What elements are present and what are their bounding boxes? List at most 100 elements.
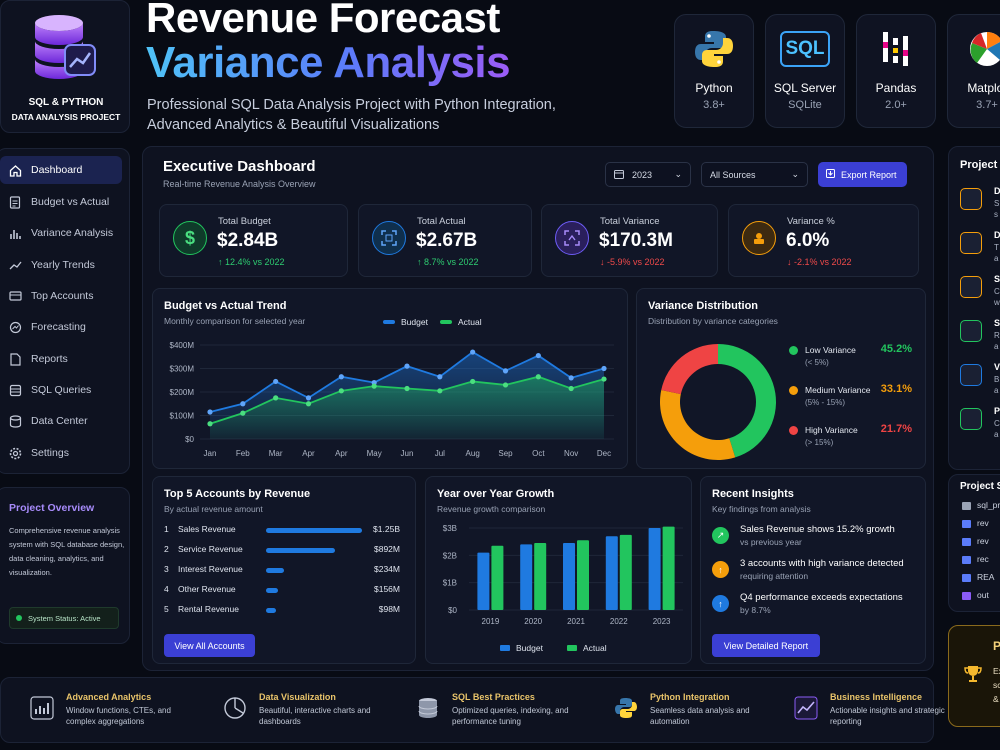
file-item-desc: C [994, 419, 1000, 428]
view-all-accounts-button[interactable]: View All Accounts [164, 634, 255, 657]
tree-item[interactable]: REA [962, 572, 994, 582]
tech-card-python[interactable]: Python 3.8+ [674, 14, 754, 128]
data-point-actual [338, 388, 344, 394]
top-accounts-card [152, 476, 416, 664]
bar-chart-icon [8, 226, 22, 240]
system-status-text: System Status: Active [28, 613, 101, 623]
report-icon [8, 352, 22, 366]
tech-card-pandas[interactable]: Pandas 2.0+ [856, 14, 936, 128]
sidebar-item-forecasting[interactable]: Forecasting [0, 313, 122, 341]
table-row[interactable]: 3 Interest Revenue $234M [164, 564, 404, 578]
structure-title: Project S [960, 481, 1000, 492]
variance-category-value: 21.7% [880, 423, 912, 435]
sidebar-item-variance-analysis[interactable]: Variance Analysis [0, 219, 122, 247]
tech-version: 3.7+ [976, 99, 998, 111]
sidebar-item-sql-queries[interactable]: SQL Queries [0, 376, 122, 404]
tree-item[interactable]: rev [962, 518, 989, 528]
insight-text: Q4 performance exceeds expectations [740, 592, 903, 603]
tree-item[interactable]: sql_pr [962, 500, 1000, 510]
account-rank: 1 [164, 524, 169, 534]
python-icon [675, 15, 753, 73]
sidebar-item-label: Forecasting [31, 321, 86, 333]
file-item-title: S [994, 318, 1000, 328]
data-point-actual [371, 383, 377, 389]
year-select[interactable]: 2023 ⌄ [605, 162, 691, 187]
tech-card-sql-server[interactable]: SQL SQL Server SQLite [765, 14, 845, 128]
feature-item: Python Integration Seamless data analysis… [612, 692, 787, 732]
insight-subtext: by 8.7% [740, 605, 771, 615]
bar-actual [491, 545, 504, 610]
view-detailed-report-button[interactable]: View Detailed Report [712, 634, 820, 657]
x-tick-label: Apr [302, 449, 315, 458]
feature-item: Advanced Analytics Window functions, CTEs… [28, 692, 203, 732]
file-icon [962, 555, 971, 564]
kpi-value: 6.0% [786, 230, 830, 251]
pandas-icon [857, 15, 935, 73]
page-title: Revenue Forecast [146, 0, 500, 41]
kpi-delta: ↓ -5.9% vs 2022 [600, 257, 665, 267]
kpi-label: Total Actual [417, 216, 466, 227]
table-row[interactable]: 2 Service Revenue $892M [164, 544, 404, 558]
sidebar-item-yearly-trends[interactable]: Yearly Trends [0, 251, 122, 279]
file-name: rec [977, 554, 989, 564]
tech-card-matplotlib[interactable]: Matplot 3.7+ [947, 14, 1000, 128]
trend-icon [8, 258, 22, 272]
yoy-growth-card [425, 476, 692, 664]
tree-item[interactable]: rev [962, 536, 989, 546]
bar-budget [605, 536, 618, 610]
account-bar [266, 588, 278, 593]
sidebar-item-budget-vs-actual[interactable]: Budget vs Actual [0, 188, 122, 216]
sidebar-item-label: SQL Queries [31, 384, 92, 396]
sidebar-item-data-center[interactable]: Data Center [0, 407, 122, 435]
forecast-icon [8, 320, 22, 334]
sidebar-item-settings[interactable]: Settings [0, 439, 122, 467]
feature-title: Advanced Analytics [66, 692, 152, 702]
feature-desc: Beautiful, interactive charts and dashbo… [259, 706, 371, 726]
legend-label-actual: Actual [582, 643, 607, 653]
tree-item[interactable]: rec [962, 554, 989, 564]
data-point-budget [502, 368, 509, 374]
document-icon [8, 195, 22, 209]
x-tick-label: Nov [564, 449, 578, 458]
dashboard-subtitle: Real-time Revenue Analysis Overview [163, 179, 316, 189]
sidebar-item-top-accounts[interactable]: Top Accounts [0, 282, 122, 310]
export-report-button[interactable]: Export Report [818, 162, 907, 187]
file-type-icon [960, 408, 982, 430]
feature-title: SQL Best Practices [452, 692, 535, 702]
legend-label-budget: Budget [401, 317, 428, 327]
file-type-icon [960, 188, 982, 210]
chevron-down-icon: ⌄ [674, 169, 682, 179]
bar-budget [477, 552, 490, 610]
source-select[interactable]: All Sources ⌄ [701, 162, 808, 187]
table-row[interactable]: 4 Other Revenue $156M [164, 584, 404, 598]
feature-desc: Window functions, CTEs, and complex aggr… [66, 706, 171, 726]
sidebar-item-label: Variance Analysis [31, 227, 114, 239]
tree-item[interactable]: out [962, 590, 989, 600]
file-name: sql_pr [977, 500, 1000, 510]
file-item-desc: B [994, 375, 1000, 384]
data-point-budget [437, 374, 443, 380]
file-item-desc: s [994, 210, 998, 219]
sidebar-item-reports[interactable]: Reports [0, 345, 122, 373]
account-value: $98M [378, 604, 400, 614]
table-row[interactable]: 5 Rental Revenue $98M [164, 604, 404, 618]
x-tick-label: 2020 [524, 617, 542, 626]
variance-subtitle: Distribution by variance categories [648, 316, 778, 326]
table-row[interactable]: 1 Sales Revenue $1.25B [164, 524, 404, 538]
insights-title: Recent Insights [712, 488, 794, 500]
file-type-icon [960, 232, 982, 254]
legend-label-actual: Actual [457, 317, 482, 327]
file-type-icon [960, 364, 982, 386]
project-structure-panel: Project S [948, 474, 1000, 612]
x-tick-label: 2019 [482, 617, 500, 626]
dashboard-title: Executive Dashboard [163, 158, 316, 175]
sidebar-item-dashboard[interactable]: Dashboard [0, 156, 122, 184]
data-point-actual [240, 410, 246, 416]
recent-insights-card [700, 476, 926, 664]
